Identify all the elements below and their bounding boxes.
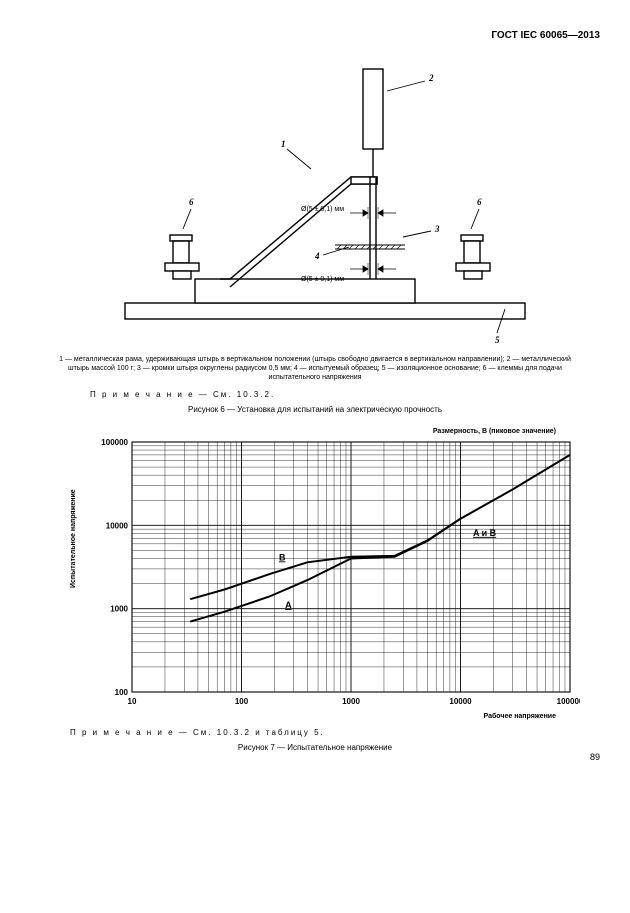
doc-header: ГОСТ IEC 60065—2013 xyxy=(30,30,600,41)
callout-3: 3 xyxy=(434,224,440,234)
dim-upper: Ø(5 ± 0,1) мм xyxy=(301,206,344,213)
callout-6-left: 6 xyxy=(189,197,194,207)
svg-text:A и B: A и B xyxy=(473,528,497,538)
svg-text:B: B xyxy=(279,553,286,563)
callout-1: 1 xyxy=(281,139,286,149)
callout-2: 2 xyxy=(428,73,434,83)
figure-7: Размерность, В (пиковое значение) Испыта… xyxy=(30,428,600,718)
svg-text:10000: 10000 xyxy=(106,522,129,531)
svg-text:100000: 100000 xyxy=(557,697,580,706)
figure-7-caption: Рисунок 7 — Испытательное напряжение xyxy=(30,743,600,752)
svg-text:100: 100 xyxy=(235,697,249,706)
figure-6-note: П р и м е ч а н и е — См. 10.3.2. xyxy=(90,390,600,399)
terminal-left xyxy=(165,235,199,279)
svg-text:100000: 100000 xyxy=(101,438,128,447)
svg-text:10: 10 xyxy=(128,697,137,706)
chart-top-right-label: Размерность, В (пиковое значение) xyxy=(433,428,556,435)
y-axis-label: Испытательное напряжение xyxy=(70,490,77,589)
figure-6-svg: 1 2 3 4 5 6 6 Ø(5 ± 0,1) мм Ø(5 ± 0,1) м… xyxy=(65,49,565,349)
page: ГОСТ IEC 60065—2013 xyxy=(0,0,630,776)
figure-7-note: П р и м е ч а н и е — См. 10.3.2 и табли… xyxy=(70,728,600,737)
x-axis-label: Рабочее напряжение xyxy=(484,713,557,720)
svg-text:1000: 1000 xyxy=(342,697,360,706)
callout-6-right: 6 xyxy=(477,197,482,207)
svg-text:10000: 10000 xyxy=(449,697,472,706)
figure-6: 1 2 3 4 5 6 6 Ø(5 ± 0,1) мм Ø(5 ± 0,1) м… xyxy=(30,49,600,349)
dim-lower: Ø(5 ± 0,1) мм xyxy=(301,276,344,283)
svg-text:A: A xyxy=(285,600,292,610)
svg-text:100: 100 xyxy=(115,688,129,697)
figure-6-caption: Рисунок 6 — Установка для испытаний на э… xyxy=(30,405,600,414)
svg-text:1000: 1000 xyxy=(110,605,128,614)
terminal-right xyxy=(456,235,490,279)
figure-6-legend: 1 — металлическая рама, удерживающая шты… xyxy=(50,355,580,382)
callout-5: 5 xyxy=(495,335,500,345)
page-number: 89 xyxy=(590,752,600,762)
callout-4: 4 xyxy=(314,251,320,261)
figure-7-svg: 10100100010000100000100100010000100000AB… xyxy=(90,428,580,718)
